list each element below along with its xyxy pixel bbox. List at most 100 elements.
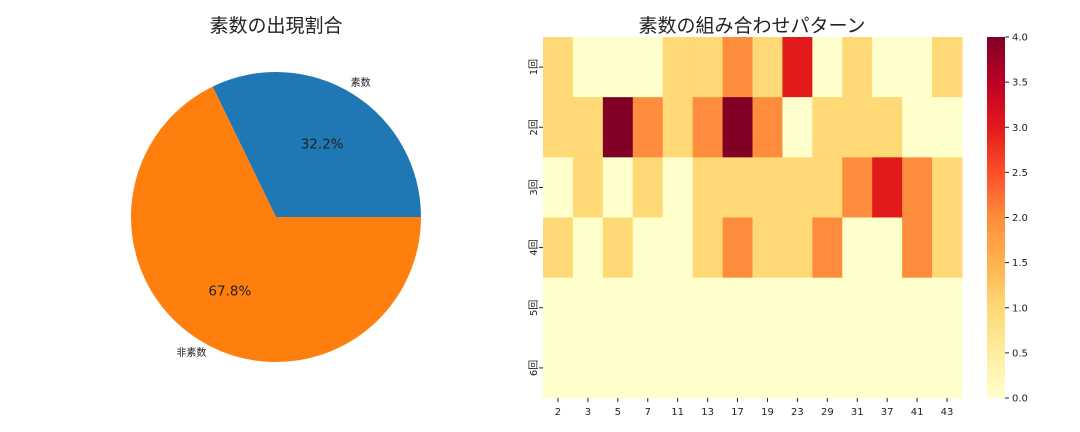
pie-label-1: 非素数 (176, 346, 206, 359)
heatmap-cell (632, 97, 664, 158)
heatmap-cell (572, 97, 604, 158)
heatmap-cell (722, 97, 753, 158)
y-tick-label: 1回 (528, 59, 540, 75)
heatmap-cell (842, 337, 873, 399)
heatmap-cell (872, 97, 903, 158)
heatmap-cell (572, 37, 604, 98)
heatmap-cell (932, 277, 963, 339)
colorbar-tick-label: 2.0 (1012, 213, 1028, 224)
x-tick-label: 13 (701, 407, 714, 418)
colorbar-tick-label: 4.0 (1012, 33, 1028, 44)
heatmap-cell (782, 337, 813, 399)
heatmap-cell (782, 37, 813, 98)
y-tick-label: 4回 (528, 239, 540, 255)
heatmap-cell (602, 157, 634, 218)
heatmap-cell (662, 277, 694, 339)
heatmap-cell (662, 37, 694, 98)
heatmap-cell (722, 337, 753, 399)
heatmap-cell (752, 217, 783, 279)
colorbar: 0.0 0.5 1.0 1.5 2.0 2.5 3.0 3.5 4.0 (987, 33, 1028, 405)
heatmap-cell (812, 37, 843, 98)
heatmap-cell (692, 277, 724, 339)
heatmap-cell (842, 217, 873, 279)
heatmap-cell (902, 217, 933, 279)
pie-slice-1 (130, 86, 421, 362)
y-tick-label: 5回 (528, 300, 540, 316)
heatmap-cell (722, 217, 753, 279)
heatmap-cell (812, 217, 843, 279)
heatmap-cell (572, 277, 604, 339)
heatmap-cell (662, 217, 694, 279)
heatmap-cell (602, 217, 634, 279)
x-tick-label: 17 (731, 407, 744, 418)
x-tick-label: 31 (851, 407, 864, 418)
heatmap-cell (692, 157, 724, 218)
x-tick-label: 41 (911, 407, 924, 418)
pie-title: 素数の出現割合 (209, 15, 342, 37)
heatmap-cell (543, 217, 574, 279)
heatmap-cell (752, 277, 783, 339)
y-tick-label: 6回 (528, 360, 540, 376)
heatmap-cell (932, 97, 963, 158)
heatmap-cell (543, 97, 574, 158)
x-tick-label: 23 (791, 407, 804, 418)
heatmap-cell (782, 277, 813, 339)
heatmap-cell (752, 337, 783, 399)
pie-pct-label-0: 32.2% (301, 136, 344, 152)
heatmap-cell (932, 157, 963, 218)
heatmap-cell (632, 337, 664, 399)
heatmap-cell (543, 337, 574, 399)
heatmap-cell (902, 337, 933, 399)
heatmap-cell (632, 277, 664, 339)
heatmap-chart: 素数の組み合わせパターン 2 3 5 7 11 13 17 19 23 29 31 37 41 43 1回… (528, 15, 963, 418)
x-tick-label: 7 (645, 407, 651, 418)
heatmap-cell (932, 37, 963, 98)
heatmap-cell (602, 277, 634, 339)
heatmap-cell (692, 37, 724, 98)
heatmap-cell (752, 97, 783, 158)
heatmap-cell (572, 337, 604, 399)
pie-chart: 素数の出現割合 素数 32.2% 非素数 67.8% (130, 15, 421, 362)
heatmap-cell (632, 157, 664, 218)
colorbar-tick-label: 1.0 (1012, 303, 1028, 314)
heatmap-cell (902, 157, 933, 218)
heatmap-cell (692, 337, 724, 399)
colorbar-tick-label: 3.0 (1012, 123, 1028, 134)
heatmap-cell (752, 157, 783, 218)
heatmap-cell (662, 337, 694, 399)
heatmap-cell (662, 157, 694, 218)
x-tick-label: 43 (941, 407, 954, 418)
heatmap-cell (902, 277, 933, 339)
colorbar-gradient (987, 37, 1005, 398)
heatmap-cell (632, 217, 664, 279)
x-tick-label: 5 (615, 407, 621, 418)
y-tick-label: 3回 (528, 179, 540, 195)
heatmap-cell (812, 157, 843, 218)
heatmap-cell (543, 157, 574, 218)
heatmap-cell (602, 97, 634, 158)
pie-pct-label-1: 67.8% (208, 284, 251, 300)
x-tick-label: 3 (585, 407, 591, 418)
heatmap-cell (722, 157, 753, 218)
y-tick-label: 2回 (528, 119, 540, 135)
heatmap-cell (572, 157, 604, 218)
heatmap-cell (842, 157, 873, 218)
heatmap-cell (602, 337, 634, 399)
heatmap-cell (752, 37, 783, 98)
x-tick-label: 19 (761, 407, 774, 418)
heatmap-cell (812, 337, 843, 399)
heatmap-title: 素数の組み合わせパターン (638, 15, 865, 37)
heatmap-cell (872, 337, 903, 399)
heatmap-cell (872, 37, 903, 98)
colorbar-tick-label: 3.5 (1012, 78, 1028, 89)
heatmap-cell (902, 97, 933, 158)
colorbar-tick-label: 2.5 (1012, 168, 1028, 179)
heatmap-cell (543, 37, 574, 98)
heatmap-cell (722, 37, 753, 98)
heatmap-cell (692, 97, 724, 158)
heatmap-cell (902, 37, 933, 98)
heatmap-cell (572, 217, 604, 279)
colorbar-tick-label: 0.5 (1012, 348, 1028, 359)
heatmap-cell (662, 97, 694, 158)
